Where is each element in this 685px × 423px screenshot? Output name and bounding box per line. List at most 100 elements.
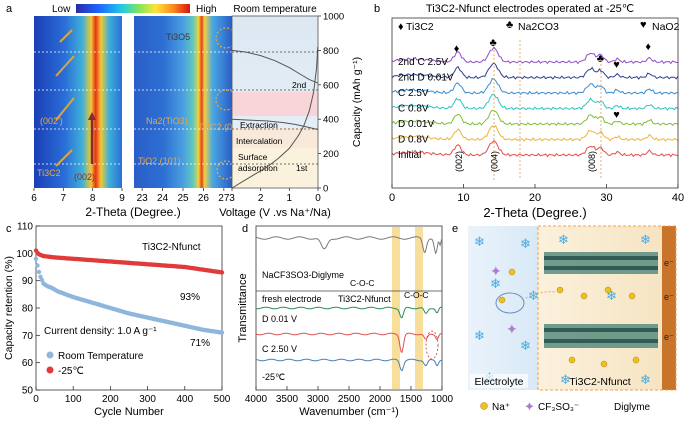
voltage-yticks: 0 200 400 600 800 1000 [318, 12, 344, 195]
electron-labels: e⁻ e⁻ e⁻ [664, 258, 674, 342]
panel-b-series-label: C 2.5V [398, 88, 429, 99]
voltage-ytick-label: 400 [323, 115, 339, 126]
panel-a-xtick-label: 24 [157, 193, 169, 204]
voltage-xtick-label: 0 [315, 193, 321, 204]
heatmap-annot-na2tio3: Na2(TiO3) [146, 116, 188, 126]
panel-c-data-point [38, 274, 43, 279]
panel-c-ylabel: Capacity retention (%) [3, 256, 15, 360]
panel-b-series-line [391, 109, 679, 127]
panel-d-ftir-lines [255, 236, 443, 372]
panel-d-label-electrolyte: NaCF3SO3-Diglyme [262, 270, 344, 280]
panel-a-xtick-label: 23 [137, 193, 149, 204]
heatmap-annot-tio2: TiO2 (101) [138, 156, 181, 166]
panel-b-series-label: Initial [398, 150, 421, 161]
panel-b-xrd-lines [391, 46, 679, 158]
panel-d-label-fresh: fresh electrode [262, 294, 322, 304]
panel-c-ytick-label: 110 [17, 222, 33, 233]
panel-c-ytick-label: 100 [16, 249, 33, 260]
panel-c-data-point [219, 330, 225, 335]
panel-b-xtick-label: 30 [600, 192, 612, 204]
panel-b-xticks: 0 10 20 30 40 [389, 184, 684, 204]
voltage-xlabel: Voltage (V .vs Na⁺/Na) [219, 207, 331, 219]
panel-c-xtick-label: 400 [176, 394, 193, 405]
panel-d-band-1 [392, 227, 400, 389]
electrode-region [538, 226, 662, 390]
panel-c-title: Ti3C2-Nfunct [142, 242, 201, 253]
panel-b-guides [493, 40, 602, 180]
svg-text:e⁻: e⁻ [664, 292, 674, 302]
svg-text:❄: ❄ [490, 276, 501, 291]
panel-c-ytick-label: 70 [22, 331, 34, 342]
mxene-layers [544, 252, 658, 348]
current-collector [662, 226, 676, 390]
panel-b-title: Ti3C2-Nfunct electrodes operated at -25℃ [426, 3, 634, 15]
voltage-panel-frame [231, 15, 319, 189]
panel-a-xtick-label: 6 [31, 193, 37, 204]
panel-c-ytick-label: 60 [22, 358, 34, 369]
panel-b-xtick-label: 10 [457, 192, 469, 204]
electrolyte-label: Electrolyte [474, 376, 523, 388]
panel-label-b: b [374, 3, 380, 15]
panel-b-series-line [391, 78, 679, 96]
panel-b-series-label: D 0.01V [398, 119, 434, 130]
legend-marker-minus25 [46, 366, 54, 374]
panel-b-legend: ♦ Ti3C2 ♣ Na2CO3 ♥ NaO2 [398, 19, 680, 33]
panel-b-peak-symbol: ♦ [454, 43, 460, 55]
svg-text:❄: ❄ [606, 288, 617, 303]
panel-b-peak-label: (008) [587, 151, 597, 172]
svg-text:❄: ❄ [474, 328, 485, 343]
panel-c-annotation: Current density: 1.0 A g⁻¹ [44, 326, 157, 337]
panel-d-xlabel: Wavenumber (cm⁻¹) [299, 406, 399, 418]
panel-c-xtick-label: 0 [33, 394, 39, 405]
panel-b-series-line [391, 62, 679, 80]
svg-text:❄: ❄ [528, 288, 539, 303]
heatmap-annot-ti3c2-008: Ti3C2 (008) [198, 122, 245, 132]
panel-c-xtick-label: 300 [139, 394, 156, 405]
panel-b-series-label: 2nd C 2.5V [398, 57, 448, 68]
heatmap-annot-ti3c2: Ti3C2 [37, 168, 61, 178]
panel-b-legend-label: NaO2 [652, 21, 680, 33]
colorbar-low-label: Low [52, 4, 71, 15]
panel-c-data-point [219, 270, 225, 275]
region-label-intercalation: Intercalation [236, 136, 283, 146]
legend-anion-icon: ✦ [524, 399, 535, 414]
region-label-surface-1: Surface [238, 152, 268, 162]
voltage-ytick-label: 1000 [323, 12, 344, 23]
svg-text:❄: ❄ [474, 234, 485, 249]
cycle-label-2nd: 2nd [292, 80, 306, 90]
panel-d-series-line [255, 236, 443, 255]
panel-b-peak-symbol: ♥ [613, 109, 620, 121]
legend-anion-label: CF₃SO₃⁻ [538, 402, 579, 413]
panel-c-data-point [35, 263, 40, 268]
panel-b-legend-label: Na2CO3 [518, 21, 559, 33]
intercalation-path [521, 291, 557, 301]
panel-c-data-point [39, 277, 45, 283]
panel-label-c: c [6, 223, 12, 235]
electrode-border [537, 225, 677, 391]
voltage-curve [231, 49, 318, 84]
intensity-arrowhead [88, 112, 96, 120]
panel-d-xtick-label: 3000 [307, 394, 330, 405]
panel-d-xtick-label: 1500 [400, 394, 423, 405]
panel-b-series-label: 2nd D 0.01V [398, 73, 454, 84]
svg-text:❄: ❄ [640, 372, 651, 387]
region-surface-adsorption [232, 148, 318, 188]
panel-label-a: a [6, 3, 13, 15]
panel-b-peak-label: (004) [490, 151, 500, 172]
heatmap-annot-ti3o5: Ti3O5 [166, 32, 190, 42]
voltage-xtick-label: 1 [287, 193, 293, 204]
panel-d-label-ti3c2: Ti3C2-Nfunct [338, 294, 391, 304]
panel-b-series-line [391, 93, 679, 111]
panel-b-legend-symbol: ♣ [506, 19, 513, 31]
shift-arrows [55, 29, 75, 167]
colorbar [76, 4, 190, 13]
panel-c-xtick-label: 100 [65, 394, 82, 405]
panel-c-label-93: 93% [180, 292, 200, 303]
panel-b-legend-symbol: ♦ [398, 21, 404, 33]
svg-text:e⁻: e⁻ [664, 258, 674, 268]
panel-d-label-temp: -25℃ [262, 372, 285, 382]
legend-na-label: Na⁺ [492, 402, 510, 413]
panel-b-series-label: D 0.8V [398, 135, 429, 146]
svg-text:❄: ❄ [558, 232, 569, 247]
